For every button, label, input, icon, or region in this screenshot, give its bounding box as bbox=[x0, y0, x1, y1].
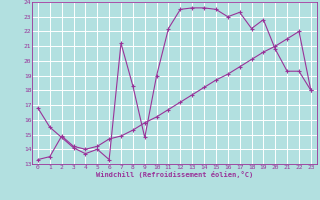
X-axis label: Windchill (Refroidissement éolien,°C): Windchill (Refroidissement éolien,°C) bbox=[96, 171, 253, 178]
